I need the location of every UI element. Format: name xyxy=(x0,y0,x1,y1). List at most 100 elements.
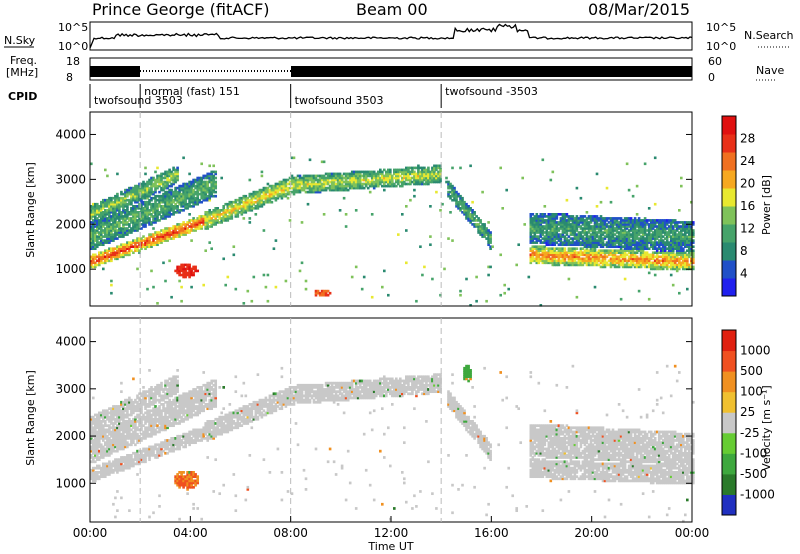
heatmap-cell xyxy=(595,215,599,218)
heatmap-cell xyxy=(166,209,169,212)
heatmap-cell xyxy=(114,432,117,436)
heatmap-cell xyxy=(108,231,111,234)
heatmap-cell xyxy=(92,477,95,481)
heatmap-cell xyxy=(619,231,623,234)
heatmap-cell xyxy=(593,219,597,222)
heatmap-cell xyxy=(106,437,109,440)
heatmap-cell xyxy=(120,434,123,438)
heatmap-cell xyxy=(639,243,643,247)
heatmap-cell xyxy=(569,225,573,228)
heatmap-cell xyxy=(577,255,581,259)
heatmap-cell xyxy=(631,231,635,234)
heatmap-cell xyxy=(166,213,169,216)
heatmap-cell xyxy=(160,180,163,184)
heatmap-cell xyxy=(108,213,111,216)
heatmap-cell xyxy=(102,261,105,265)
heatmap-cell xyxy=(549,239,553,242)
heatmap-cell xyxy=(609,263,613,267)
heatmap-cell xyxy=(148,211,151,214)
heatmap-cell xyxy=(433,168,436,172)
heatmap-cell xyxy=(216,211,220,214)
heatmap-cell xyxy=(96,445,99,449)
heatmap-cell xyxy=(112,439,115,442)
heatmap-cell xyxy=(690,251,693,255)
heatmap-cell xyxy=(415,299,418,303)
heatmap-cell xyxy=(411,176,414,180)
heatmap-cell xyxy=(573,259,577,263)
heatmap-cell xyxy=(166,190,169,194)
heatmap-cell xyxy=(276,184,280,188)
heatmap-cell xyxy=(533,221,537,224)
heatmap-cell xyxy=(649,233,653,236)
heatmap-cell xyxy=(114,426,117,430)
heatmap-cell xyxy=(597,219,601,222)
heatmap-cell xyxy=(645,243,649,247)
heatmap-cell xyxy=(551,235,555,238)
heatmap-cell xyxy=(116,237,119,240)
heatmap-cell xyxy=(120,441,123,445)
heatmap-cell xyxy=(220,209,224,212)
heatmap-cell xyxy=(98,259,101,263)
heatmap-cell xyxy=(216,209,220,212)
heatmap-cell xyxy=(94,449,97,453)
heatmap-cell xyxy=(641,253,645,257)
heatmap-cell xyxy=(166,194,169,198)
heatmap-cell xyxy=(194,202,197,206)
heatmap-cell xyxy=(555,237,559,240)
heatmap-cell xyxy=(102,229,105,232)
heatmap-cell xyxy=(597,241,601,244)
heatmap-cell xyxy=(595,205,599,208)
heatmap-cell xyxy=(411,172,414,176)
heatmap-cell xyxy=(174,176,177,180)
heatmap-cell xyxy=(152,205,155,208)
heatmap-cell xyxy=(182,190,185,194)
heatmap-cell xyxy=(284,180,288,184)
heatmap-cell xyxy=(625,245,629,249)
heatmap-cell xyxy=(118,255,121,259)
heatmap-cell xyxy=(108,411,111,415)
heatmap-cell xyxy=(164,202,167,206)
heatmap-cell xyxy=(569,249,573,253)
heatmap-cell xyxy=(200,225,204,228)
heatmap-cell xyxy=(206,190,210,194)
heatmap-cell xyxy=(190,198,193,202)
heatmap-cell xyxy=(138,207,141,210)
heatmap-cell xyxy=(661,253,665,257)
heatmap-cell xyxy=(116,200,119,204)
heatmap-cell xyxy=(637,221,641,224)
heatmap-cell xyxy=(290,156,294,160)
heatmap-cell xyxy=(214,221,218,224)
heatmap-cell xyxy=(108,424,111,428)
heatmap-cell xyxy=(294,186,298,190)
heatmap-cell xyxy=(108,227,111,230)
heatmap-cell xyxy=(692,249,695,253)
heatmap-cell xyxy=(651,257,655,261)
heatmap-cell xyxy=(264,198,268,202)
heatmap-cell xyxy=(98,261,101,265)
heatmap-cell xyxy=(226,211,230,214)
heatmap-cell xyxy=(678,239,681,242)
heatmap-cell xyxy=(647,255,651,259)
heatmap-cell xyxy=(559,261,563,265)
heatmap-cell xyxy=(667,257,671,261)
heatmap-cell xyxy=(106,424,109,428)
heatmap-cell xyxy=(198,227,202,230)
heatmap-cell xyxy=(104,241,107,244)
heatmap-cell xyxy=(160,205,163,208)
heatmap-cell xyxy=(655,231,659,234)
heatmap-cell xyxy=(539,221,543,224)
heatmap-cell xyxy=(421,168,424,172)
heatmap-cell xyxy=(154,202,157,206)
heatmap-cell xyxy=(172,235,175,238)
heatmap-cell xyxy=(206,211,210,214)
heatmap-cell xyxy=(118,462,121,466)
heatmap-cell xyxy=(112,430,115,434)
heatmap-cell xyxy=(627,257,631,261)
heatmap-cell xyxy=(549,249,553,253)
heatmap-cell xyxy=(136,267,139,271)
heatmap-cell xyxy=(210,213,214,216)
heatmap-cell xyxy=(569,229,573,232)
heatmap-cell xyxy=(690,257,693,261)
heatmap-cell xyxy=(132,198,135,202)
